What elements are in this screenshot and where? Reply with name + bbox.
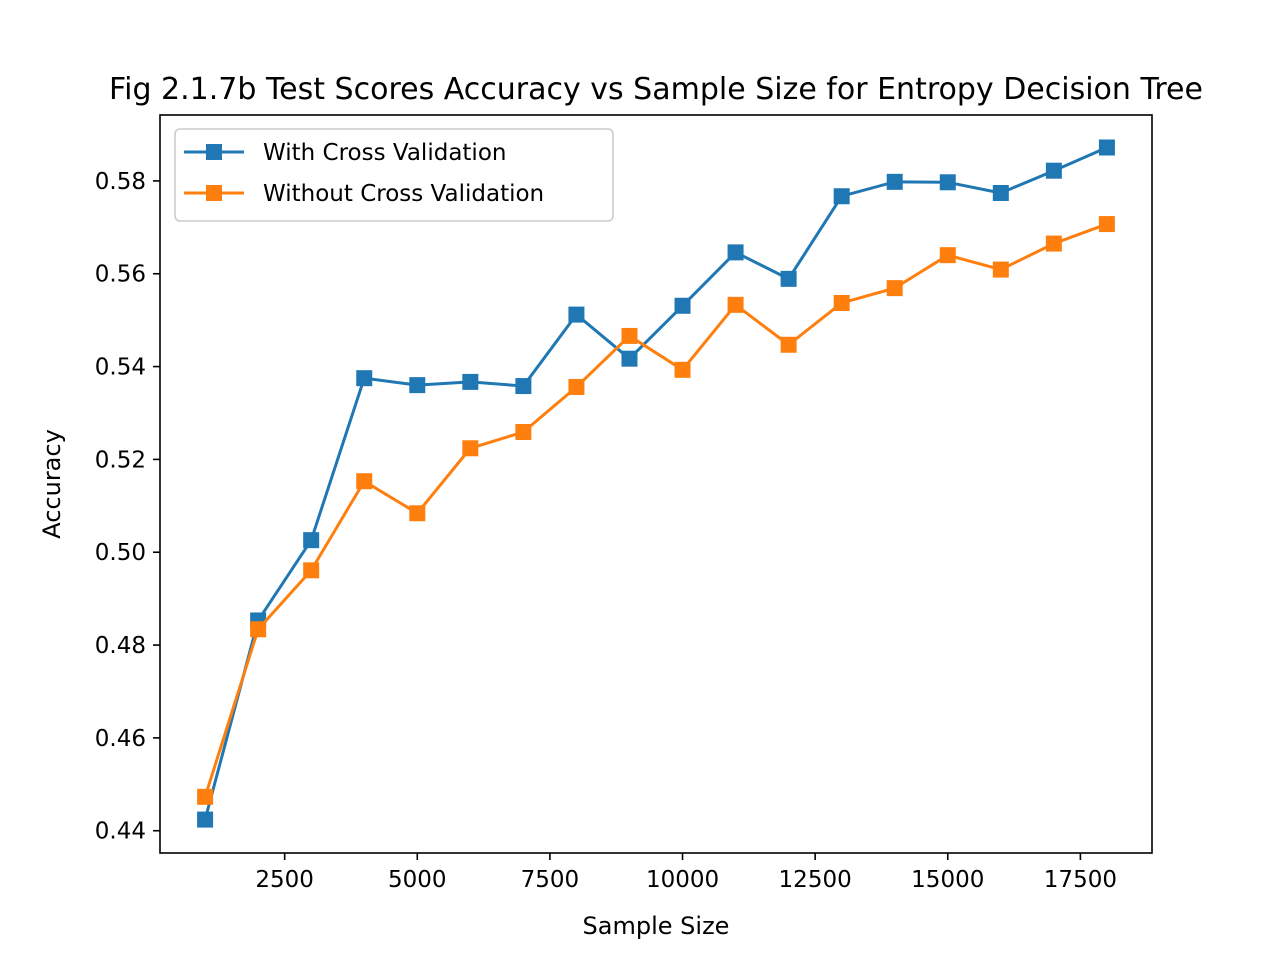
x-axis-label: Sample Size <box>583 912 730 940</box>
y-tick-label: 0.56 <box>95 262 146 288</box>
x-tick-label: 12500 <box>779 867 852 893</box>
chart-title: Fig 2.1.7b Test Scores Accuracy vs Sampl… <box>109 72 1203 107</box>
data-point <box>939 174 956 191</box>
data-point <box>409 377 426 394</box>
y-tick-label: 0.46 <box>95 726 146 752</box>
y-axis: 0.44 0.46 0.48 0.50 0.52 0.54 0.56 0.58 <box>95 169 160 845</box>
data-point <box>1045 235 1062 252</box>
series-line <box>203 222 1108 798</box>
x-tick-label: 7500 <box>521 867 580 893</box>
data-point <box>515 378 532 395</box>
axes-frame <box>159 114 1153 854</box>
data-point <box>1045 162 1062 179</box>
data-point <box>992 184 1009 201</box>
series-0 <box>197 139 1115 828</box>
data-point <box>568 378 585 395</box>
data-point <box>356 473 373 490</box>
x-tick-label: 5000 <box>388 867 447 893</box>
legend-item: With Cross Validation <box>184 140 506 166</box>
legend-box <box>174 128 614 222</box>
x-axis: 2500 5000 7500 10000 12500 15000 17500 <box>255 853 1117 893</box>
data-point <box>780 336 797 353</box>
data-point <box>939 247 956 264</box>
data-point <box>1098 139 1115 156</box>
data-point <box>462 440 479 457</box>
y-tick-label: 0.52 <box>95 447 146 473</box>
data-point <box>674 297 691 314</box>
series-line <box>203 146 1108 820</box>
y-tick-label: 0.50 <box>95 540 146 566</box>
data-point <box>356 370 373 387</box>
data-point <box>780 270 797 287</box>
data-point <box>886 173 903 190</box>
data-point <box>886 280 903 297</box>
series-layer <box>197 139 1115 828</box>
y-tick-label: 0.44 <box>95 819 146 845</box>
x-tick-label: 2500 <box>255 867 314 893</box>
x-tick-label: 15000 <box>911 867 984 893</box>
series-1 <box>197 216 1115 805</box>
data-point <box>621 350 638 367</box>
y-tick-label: 0.54 <box>95 355 146 381</box>
data-point <box>197 788 214 805</box>
legend-marker <box>206 185 222 201</box>
legend: With Cross Validation Without Cross Valid… <box>174 128 614 222</box>
legend-marker <box>206 144 222 160</box>
legend-label: Without Cross Validation <box>263 181 544 207</box>
y-axis-label: Accuracy <box>38 429 66 539</box>
y-tick-label: 0.48 <box>95 633 146 659</box>
data-point <box>197 811 214 828</box>
plot-area <box>159 114 1153 854</box>
data-point <box>727 296 744 313</box>
legend-label: With Cross Validation <box>263 140 506 166</box>
legend-item: Without Cross Validation <box>184 181 544 207</box>
data-point <box>303 562 320 579</box>
data-point <box>833 294 850 311</box>
data-point <box>621 327 638 344</box>
data-point <box>992 261 1009 278</box>
y-tick-label: 0.58 <box>95 169 146 195</box>
data-point <box>833 188 850 205</box>
data-point <box>568 306 585 323</box>
x-tick-label: 17500 <box>1044 867 1117 893</box>
data-point <box>674 361 691 378</box>
data-point <box>1098 216 1115 233</box>
data-point <box>303 532 320 549</box>
data-point <box>462 373 479 390</box>
x-tick-label: 10000 <box>646 867 719 893</box>
data-point <box>727 244 744 261</box>
data-point <box>409 505 426 522</box>
data-point <box>250 621 267 638</box>
data-point <box>515 424 532 441</box>
